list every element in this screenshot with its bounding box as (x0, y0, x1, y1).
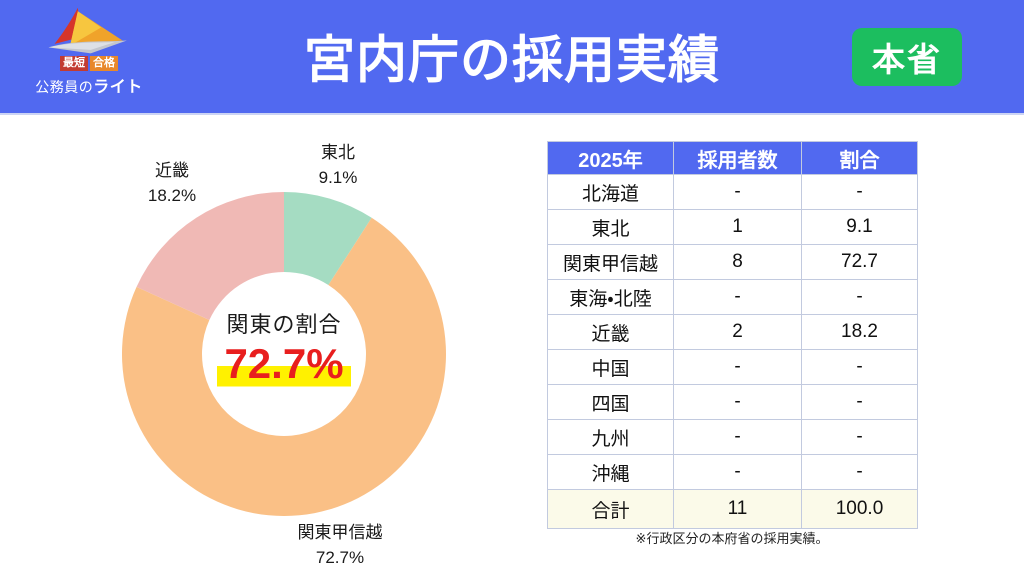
value-cell: - (801, 349, 918, 385)
donut-segment (136, 192, 284, 321)
ministry-badge: 本省 (852, 28, 962, 86)
value-cell: - (673, 384, 802, 420)
value-cell: - (673, 454, 802, 490)
segment-name: 東北 (321, 143, 355, 162)
logo-tagline: 最短 合格 (28, 56, 150, 71)
table-row: 東北 1 9.1 (547, 209, 918, 245)
footnote: ※行政区分の本府省の採用実績。 (635, 531, 829, 546)
value-cell: 2 (673, 314, 802, 350)
total-label-cell: 合計 (547, 489, 674, 529)
total-value-cell: 11 (673, 489, 802, 529)
segment-percent: 9.1% (318, 168, 358, 187)
total-value-cell: 100.0 (801, 489, 918, 529)
region-cell: 東海・北陸 (547, 279, 674, 315)
region-cell: 近畿 (547, 314, 674, 350)
value-cell: - (801, 174, 918, 210)
value-cell: 72.7 (801, 244, 918, 280)
segment-name: 関東甲信越 (297, 523, 383, 542)
segment-name: 近畿 (155, 161, 189, 180)
table-row: 北海道 - - (547, 174, 918, 210)
table-row: 近畿 2 18.2 (547, 314, 918, 350)
value-cell: - (673, 279, 802, 315)
donut-chart (122, 192, 446, 516)
value-cell: - (801, 384, 918, 420)
data-table: 2025年 採用者数 割合 北海道 - - 東北 1 9.1 関東甲信越 8 72.7 東海・北陸 - -… (547, 141, 918, 529)
table-total-row: 合計 11 100.0 (547, 489, 918, 529)
donut-center-value: 72.7% (217, 340, 351, 388)
region-cell: 北海道 (547, 174, 674, 210)
region-cell: 四国 (547, 384, 674, 420)
brand-normal: 公務員の (35, 79, 94, 95)
table-row: 中国 - - (547, 349, 918, 385)
segment-label-kinki: 近畿 18.2% (112, 158, 232, 208)
logo: 最短 合格 公務員のライト (28, 6, 150, 97)
donut-center-label: 関東の割合 (226, 312, 342, 337)
region-cell: 沖縄 (547, 454, 674, 490)
value-cell: - (801, 279, 918, 315)
value-cell: - (801, 419, 918, 455)
value-cell: 8 (673, 244, 802, 280)
table-row: 沖縄 - - (547, 454, 918, 490)
region-cell: 九州 (547, 419, 674, 455)
value-cell: 1 (673, 209, 802, 245)
value-cell: 9.1 (801, 209, 918, 245)
page-title: 宮内庁の採用実績 (303, 31, 721, 89)
logo-tagline-right: 合格 (90, 56, 118, 71)
value-cell: 18.2 (801, 314, 918, 350)
donut-segment (284, 192, 372, 286)
table-row: 四国 - - (547, 384, 918, 420)
segment-label-kanto: 関東甲信越 72.7% (254, 520, 426, 570)
header: 最短 合格 公務員のライト 宮内庁の採用実績 本省 (0, 0, 1024, 115)
donut-center-text: 関東の割合 72.7% (169, 307, 399, 388)
logo-tagline-left: 最短 (60, 56, 88, 71)
table-row: 九州 - - (547, 419, 918, 455)
table-row: 関東甲信越 8 72.7 (547, 244, 918, 280)
region-cell: 中国 (547, 349, 674, 385)
column-header: 割合 (801, 141, 918, 175)
brand-bold: ライト (93, 79, 143, 96)
table-row: 東海・北陸 - - (547, 279, 918, 315)
value-cell: - (673, 349, 802, 385)
brand-text: 公務員のライト (28, 73, 150, 97)
region-cell: 東北 (547, 209, 674, 245)
segment-percent: 18.2% (147, 186, 197, 205)
logo-mountain-icon (48, 7, 127, 54)
value-cell: - (673, 174, 802, 210)
segment-percent: 72.7% (315, 548, 365, 567)
segment-label-tohoku: 東北 9.1% (280, 140, 396, 190)
value-cell: - (801, 454, 918, 490)
value-cell: - (673, 419, 802, 455)
column-header: 2025年 (547, 141, 674, 175)
donut-segment (122, 217, 446, 516)
region-cell: 関東甲信越 (547, 244, 674, 280)
column-header: 採用者数 (673, 141, 802, 175)
table-header-row: 2025年 採用者数 割合 (547, 141, 918, 175)
